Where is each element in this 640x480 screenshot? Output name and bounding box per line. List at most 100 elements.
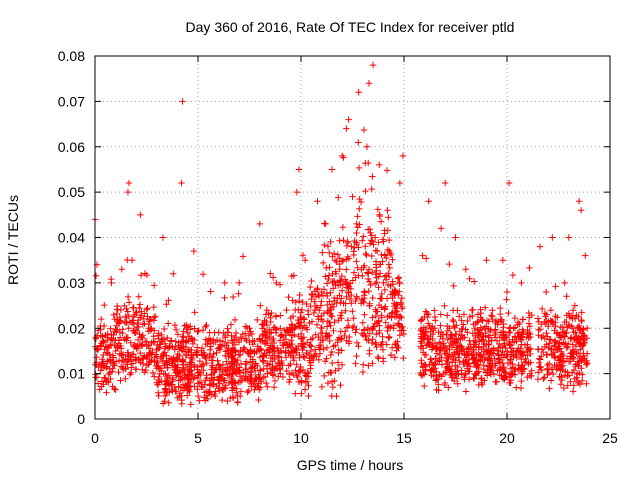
data-point — [206, 346, 214, 354]
data-point — [372, 340, 379, 348]
data-point — [511, 371, 519, 378]
chart-title: Day 360 of 2016, Rate Of TEC Index for r… — [186, 19, 515, 35]
y-tick-label: 0.01 — [58, 366, 85, 382]
data-point — [116, 350, 124, 357]
data-point — [481, 340, 488, 348]
data-point — [485, 346, 493, 354]
data-point — [431, 307, 438, 314]
data-point — [169, 360, 176, 367]
data-point — [282, 336, 290, 343]
data-point — [290, 371, 297, 379]
data-point-peak — [128, 256, 136, 264]
data-point — [470, 375, 478, 383]
data-point — [570, 366, 578, 374]
data-point — [294, 373, 301, 381]
data-point — [393, 312, 400, 320]
data-point — [199, 326, 207, 334]
data-point — [151, 313, 159, 320]
data-point — [324, 379, 332, 387]
data-point — [380, 238, 387, 245]
data-point — [452, 371, 460, 378]
data-point — [237, 360, 245, 368]
data-point — [100, 322, 108, 330]
data-point — [290, 357, 298, 364]
data-point — [576, 358, 583, 365]
data-point — [453, 322, 460, 329]
data-point — [269, 372, 277, 379]
data-point — [232, 348, 240, 356]
data-point-peak — [153, 379, 160, 386]
data-point — [350, 251, 358, 259]
data-point — [444, 363, 452, 371]
data-point-peak — [246, 325, 253, 332]
data-point — [130, 343, 138, 350]
data-point — [227, 394, 234, 402]
data-point — [341, 328, 349, 335]
data-point — [93, 354, 100, 361]
data-point — [495, 357, 503, 365]
data-point — [450, 318, 457, 325]
data-point-peak — [236, 279, 243, 287]
data-point-peak — [446, 325, 453, 332]
data-point — [107, 325, 114, 333]
data-point — [360, 361, 367, 368]
data-point — [463, 360, 471, 367]
data-point — [263, 339, 271, 347]
data-point — [480, 332, 487, 340]
data-point — [315, 356, 323, 363]
data-point — [116, 313, 124, 321]
data-point — [435, 329, 442, 336]
data-point — [483, 372, 491, 379]
data-point — [424, 313, 431, 321]
data-point-peak — [178, 179, 185, 187]
data-point — [450, 282, 457, 290]
data-point — [368, 339, 376, 347]
data-point — [191, 309, 198, 316]
data-point-peak — [332, 270, 340, 277]
data-point — [206, 377, 213, 384]
data-point — [345, 338, 353, 345]
data-point-peak — [125, 179, 133, 187]
data-point — [349, 308, 356, 315]
data-point — [150, 333, 157, 340]
data-point — [102, 331, 109, 339]
data-point-peak — [369, 61, 377, 69]
data-point — [481, 324, 488, 332]
data-point — [482, 347, 490, 355]
data-point — [395, 344, 402, 352]
data-point — [486, 362, 493, 369]
data-point — [295, 306, 302, 313]
data-point — [353, 220, 360, 228]
data-point-peak — [371, 234, 379, 241]
data-point — [279, 361, 286, 369]
data-point — [132, 365, 140, 373]
data-point — [101, 346, 108, 353]
data-point — [505, 370, 513, 377]
data-point — [517, 384, 525, 392]
data-point — [150, 282, 158, 289]
data-point — [448, 343, 456, 351]
data-point — [376, 270, 384, 277]
data-point — [242, 323, 249, 330]
data-point — [259, 337, 266, 344]
data-point — [575, 322, 583, 330]
data-point — [247, 328, 254, 335]
data-point — [334, 282, 342, 289]
data-point — [335, 346, 342, 353]
data-point — [155, 365, 163, 372]
data-point — [245, 332, 253, 339]
data-point — [239, 253, 247, 260]
data-point-peak — [365, 80, 373, 87]
data-point — [287, 326, 294, 334]
data-point — [500, 340, 508, 347]
data-point-peak — [399, 152, 407, 160]
data-point — [458, 317, 465, 324]
data-point-peak — [345, 288, 352, 296]
data-point — [473, 364, 480, 371]
data-point — [286, 341, 293, 349]
data-point — [198, 362, 205, 369]
data-point — [270, 383, 278, 391]
data-point — [564, 372, 571, 380]
data-point — [513, 338, 520, 345]
